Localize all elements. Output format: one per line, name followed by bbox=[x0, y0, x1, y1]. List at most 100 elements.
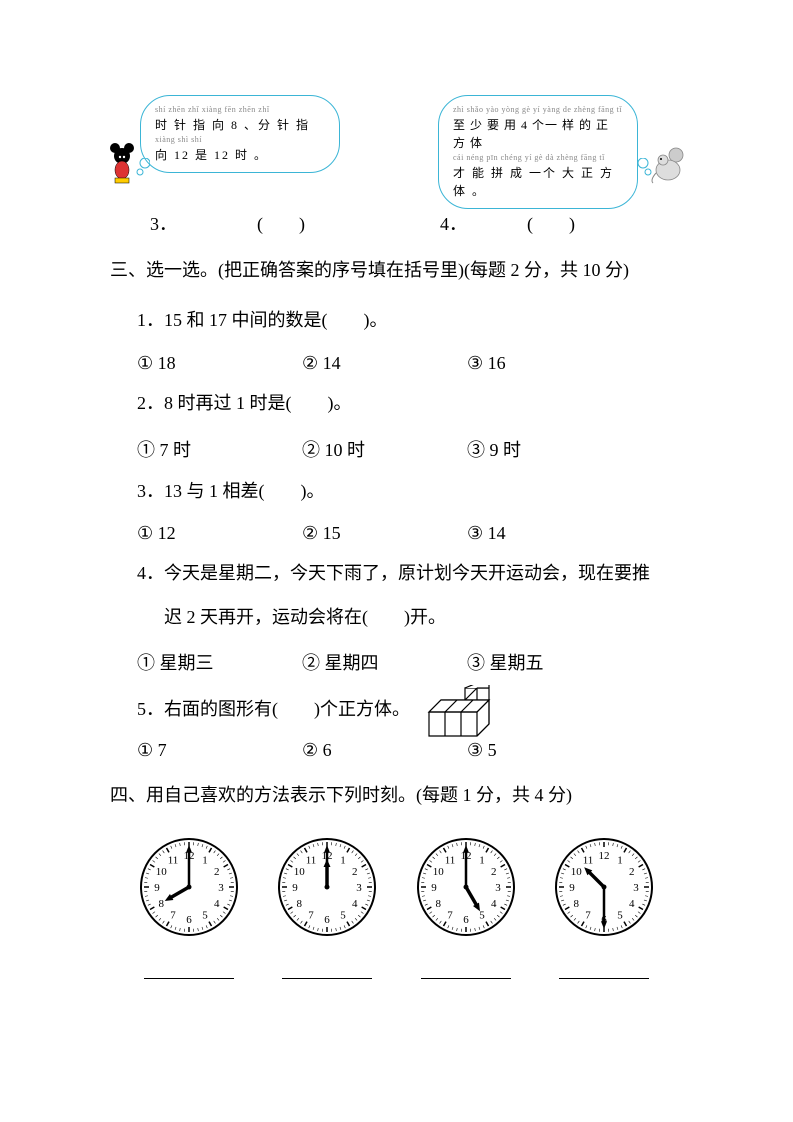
q3-2: 2．8 时再过 1 时是( )。 bbox=[137, 384, 683, 424]
option[interactable]: ① 18 bbox=[137, 353, 302, 374]
svg-text:5: 5 bbox=[341, 909, 347, 921]
option[interactable]: ③ 9 时 bbox=[467, 436, 632, 462]
tf-label-4: 4． bbox=[440, 210, 467, 236]
svg-text:11: 11 bbox=[306, 854, 317, 866]
cubes-icon bbox=[415, 685, 505, 740]
bubble-text: 至 少 要 用 4 个一 样 的 正 方 体 bbox=[453, 116, 623, 152]
bubble-tail-icon bbox=[135, 158, 150, 178]
pinyin: cái néng pīn chéng yí gè dà zhèng fāng t… bbox=[453, 152, 623, 164]
svg-text:8: 8 bbox=[159, 898, 165, 910]
option[interactable]: ① 12 bbox=[137, 523, 302, 544]
svg-text:4: 4 bbox=[352, 898, 358, 910]
svg-text:5: 5 bbox=[617, 909, 623, 921]
option[interactable]: ① 7 时 bbox=[137, 436, 302, 462]
clock-answers-row bbox=[120, 977, 673, 979]
clock-4: 123456789101112 bbox=[549, 832, 659, 947]
option[interactable]: ② 15 bbox=[302, 523, 467, 544]
svg-text:10: 10 bbox=[432, 866, 444, 878]
svg-text:9: 9 bbox=[154, 882, 160, 894]
svg-text:4: 4 bbox=[629, 898, 635, 910]
svg-text:3: 3 bbox=[633, 882, 639, 894]
option[interactable]: ③ 星期五 bbox=[467, 649, 632, 675]
q3-5: 5．右面的图形有( )个正方体。 bbox=[137, 685, 683, 730]
option[interactable]: ③ 5 bbox=[467, 740, 632, 761]
svg-text:3: 3 bbox=[495, 882, 501, 894]
clock-3: 123456789101112 bbox=[411, 832, 521, 947]
svg-text:8: 8 bbox=[435, 898, 441, 910]
section-4-header: 四、用自己喜欢的方法表示下列时刻。(每题 1 分，共 4 分) bbox=[110, 779, 683, 811]
svg-text:5: 5 bbox=[202, 909, 208, 921]
q3-4-line2: 迟 2 天再开，运动会将在( )开。 bbox=[164, 598, 683, 638]
svg-text:2: 2 bbox=[352, 866, 358, 878]
svg-text:6: 6 bbox=[325, 914, 331, 926]
thought-bubble-right: zhì shǎo yào yòng gè yí yàng de zhèng fā… bbox=[438, 95, 638, 209]
svg-text:9: 9 bbox=[431, 882, 437, 894]
svg-text:7: 7 bbox=[309, 909, 315, 921]
clock-1: 123456789101112 bbox=[134, 832, 244, 947]
svg-text:8: 8 bbox=[297, 898, 303, 910]
q3-1-options: ① 18 ② 14 ③ 16 bbox=[137, 353, 683, 374]
answer-blank[interactable] bbox=[144, 977, 234, 979]
svg-text:7: 7 bbox=[447, 909, 453, 921]
svg-text:2: 2 bbox=[491, 866, 497, 878]
svg-text:10: 10 bbox=[571, 866, 583, 878]
svg-text:8: 8 bbox=[573, 898, 579, 910]
pinyin: shí zhēn zhǐ xiàng fēn zhēn zhǐ bbox=[155, 104, 325, 116]
paren-blank[interactable]: ( ) bbox=[257, 210, 305, 236]
svg-text:11: 11 bbox=[168, 854, 179, 866]
svg-text:9: 9 bbox=[293, 882, 299, 894]
answer-blank[interactable] bbox=[282, 977, 372, 979]
svg-text:2: 2 bbox=[214, 866, 220, 878]
answer-blank[interactable] bbox=[421, 977, 511, 979]
pinyin: xiàng shì shí bbox=[155, 134, 325, 146]
svg-text:1: 1 bbox=[202, 854, 208, 866]
pinyin: zhì shǎo yào yòng gè yí yàng de zhèng fā… bbox=[453, 104, 623, 116]
svg-text:10: 10 bbox=[294, 866, 306, 878]
svg-text:1: 1 bbox=[341, 854, 347, 866]
clock-2: 123456789101112 bbox=[272, 832, 382, 947]
option[interactable]: ② 星期四 bbox=[302, 649, 467, 675]
svg-text:12: 12 bbox=[598, 850, 609, 862]
bubble-3: shí zhēn zhǐ xiàng fēn zhēn zhǐ 时 针 指 向 … bbox=[110, 90, 360, 200]
section-3-header: 三、选一选。(把正确答案的序号填在括号里)(每题 2 分，共 10 分) bbox=[110, 254, 683, 286]
svg-text:9: 9 bbox=[569, 882, 575, 894]
option[interactable]: ③ 16 bbox=[467, 353, 632, 374]
q3-2-options: ① 7 时 ② 10 时 ③ 9 时 bbox=[137, 436, 683, 462]
q3-3-options: ① 12 ② 15 ③ 14 bbox=[137, 523, 683, 544]
option[interactable]: ② 14 bbox=[302, 353, 467, 374]
bubble-4: zhì shǎo yào yòng gè yí yàng de zhèng fā… bbox=[433, 90, 683, 200]
bubble-text: 才 能 拼 成 一个 大 正 方 体 。 bbox=[453, 164, 623, 200]
tf-label-3: 3． bbox=[150, 210, 177, 236]
q3-5-options: ① 7 ② 6 ③ 5 bbox=[137, 740, 683, 761]
q3-3: 3．13 与 1 相差( )。 bbox=[137, 472, 683, 512]
q3-1: 1．15 和 17 中间的数是( )。 bbox=[137, 301, 683, 341]
svg-text:6: 6 bbox=[186, 914, 192, 926]
option[interactable]: ① 星期三 bbox=[137, 649, 302, 675]
tf-answer-row: 3． ( ) 4． ( ) bbox=[150, 210, 683, 236]
option[interactable]: ② 6 bbox=[302, 740, 467, 761]
bubble-text: 向 12 是 12 时 。 bbox=[155, 146, 325, 164]
bubble-text: 时 针 指 向 8 、分 针 指 bbox=[155, 116, 325, 134]
svg-text:1: 1 bbox=[479, 854, 485, 866]
svg-text:7: 7 bbox=[585, 909, 591, 921]
svg-text:6: 6 bbox=[463, 914, 469, 926]
q3-5-text: 5．右面的图形有( )个正方体。 bbox=[137, 695, 410, 721]
mouse-icon bbox=[648, 145, 688, 185]
option[interactable]: ① 7 bbox=[137, 740, 302, 761]
option[interactable]: ② 10 时 bbox=[302, 436, 467, 462]
svg-text:4: 4 bbox=[214, 898, 220, 910]
svg-text:2: 2 bbox=[629, 866, 635, 878]
svg-text:1: 1 bbox=[617, 854, 623, 866]
q3-4-line1: 4．今天是星期二，今天下雨了，原计划今天开运动会，现在要推 bbox=[137, 554, 683, 594]
option[interactable]: ③ 14 bbox=[467, 523, 632, 544]
svg-text:5: 5 bbox=[479, 909, 485, 921]
paren-blank[interactable]: ( ) bbox=[527, 210, 575, 236]
svg-text:7: 7 bbox=[170, 909, 176, 921]
thought-bubbles-row: shí zhēn zhǐ xiàng fēn zhēn zhǐ 时 针 指 向 … bbox=[110, 90, 683, 200]
svg-text:11: 11 bbox=[444, 854, 455, 866]
svg-text:3: 3 bbox=[357, 882, 363, 894]
bubble-tail-icon bbox=[638, 158, 653, 178]
thought-bubble-left: shí zhēn zhǐ xiàng fēn zhēn zhǐ 时 针 指 向 … bbox=[140, 95, 340, 173]
answer-blank[interactable] bbox=[559, 977, 649, 979]
svg-text:3: 3 bbox=[218, 882, 224, 894]
